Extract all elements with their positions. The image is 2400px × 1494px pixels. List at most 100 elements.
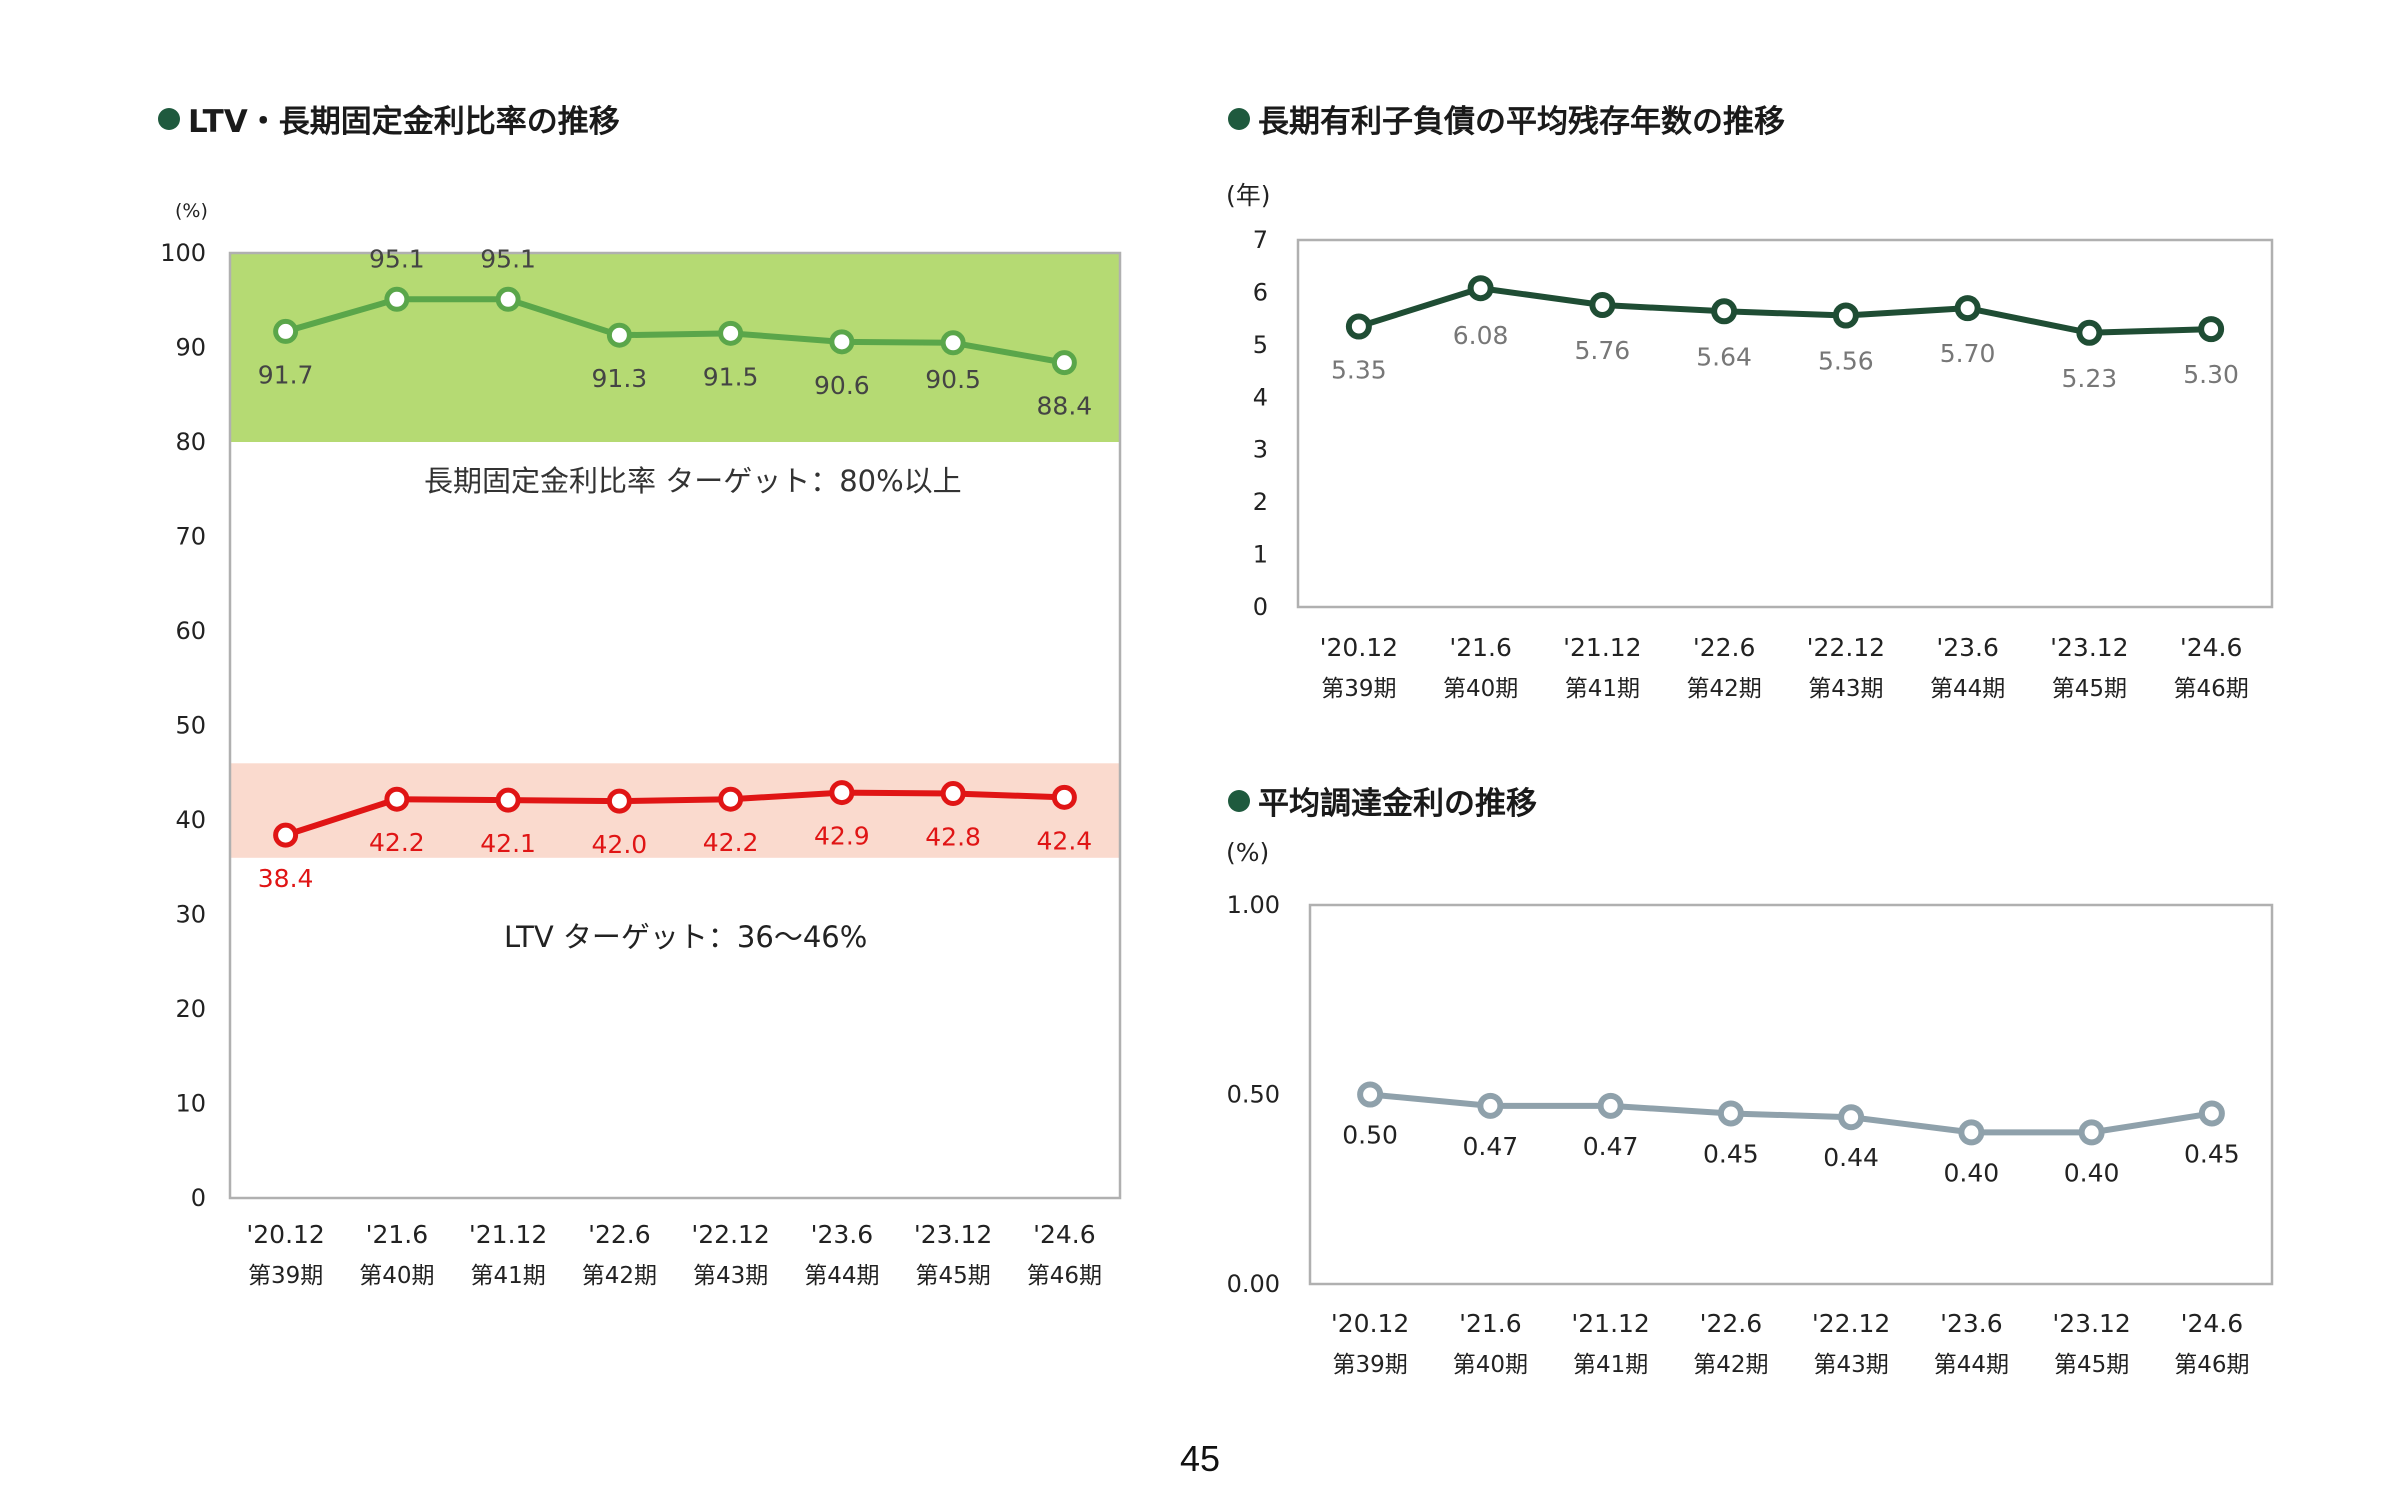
y-tick-label: 5 <box>1253 331 1268 359</box>
data-label: 91.5 <box>703 362 759 391</box>
y-tick-label: 20 <box>175 995 206 1023</box>
data-point <box>495 286 521 312</box>
y-tick-label: 50 <box>175 712 206 740</box>
x-tick-label: '22.12 <box>691 1220 769 1249</box>
data-label: 5.56 <box>1818 346 1874 375</box>
x-tick-label: '24.6 <box>2180 633 2243 662</box>
x-period-label: 第45期 <box>915 1263 990 1289</box>
x-tick-label: '24.6 <box>2181 1309 2244 1338</box>
y-tick-label: 90 <box>175 334 206 362</box>
data-point <box>1051 784 1077 810</box>
y-tick-label: 7 <box>1253 226 1268 254</box>
data-point <box>2198 1100 2225 1127</box>
x-period-label: 第39期 <box>248 1263 323 1289</box>
data-label: 5.76 <box>1575 336 1631 365</box>
data-label: 0.45 <box>2184 1139 2240 1168</box>
x-tick-label: '21.6 <box>366 1220 429 1249</box>
y-tick-label: 60 <box>175 617 206 645</box>
data-point <box>606 322 632 348</box>
data-point <box>829 780 855 806</box>
data-point <box>273 822 299 848</box>
series-line <box>284 296 1065 366</box>
series-line <box>284 789 1065 838</box>
data-label: 42.0 <box>592 830 648 859</box>
x-tick-label: '20.12 <box>1320 633 1398 662</box>
data-label: 5.35 <box>1331 356 1387 385</box>
data-point <box>1717 1100 1744 1127</box>
y-tick-label: 6 <box>1253 278 1268 306</box>
y-tick-label: 10 <box>175 1090 206 1118</box>
data-point <box>606 788 632 814</box>
series-line <box>1369 1091 2213 1136</box>
y-tick-label: 70 <box>175 523 206 551</box>
y-tick-label: 80 <box>175 428 206 456</box>
x-period-label: 第43期 <box>693 1263 768 1289</box>
data-point <box>1958 1119 1985 1146</box>
x-tick-label: '22.12 <box>1812 1309 1890 1338</box>
data-point <box>1477 1092 1504 1119</box>
data-point <box>1357 1081 1384 1108</box>
data-label: 42.1 <box>480 829 536 858</box>
data-point <box>1597 1092 1624 1119</box>
remaining-unit-label: (年) <box>1226 181 1271 210</box>
data-label: 95.1 <box>369 244 425 273</box>
data-point <box>1711 298 1738 325</box>
plot-frame <box>1308 903 2274 1286</box>
data-label: 0.47 <box>1583 1132 1639 1161</box>
y-tick-label: 4 <box>1253 383 1268 411</box>
data-label: 42.8 <box>925 823 981 852</box>
x-period-label: 第43期 <box>1808 676 1883 702</box>
data-point <box>829 329 855 355</box>
x-period-label: 第44期 <box>1930 676 2005 702</box>
data-label: 90.5 <box>925 365 981 394</box>
ltv-chart-title-text: LTV・長期固定金利比率の推移 <box>188 104 620 140</box>
y-tick-label: 2 <box>1253 488 1268 516</box>
data-label: 91.3 <box>592 364 648 393</box>
y-tick-label: 1 <box>1253 541 1268 569</box>
ltv-target-caption: LTV ターゲット：36～46% <box>504 920 868 954</box>
y-tick-label: 0.50 <box>1227 1081 1280 1109</box>
data-label: 42.9 <box>814 822 870 851</box>
data-label: 6.08 <box>1453 321 1509 350</box>
y-tick-label: 1.00 <box>1227 891 1280 919</box>
data-label: 42.2 <box>369 828 425 857</box>
x-period-label: 第39期 <box>1332 1352 1407 1378</box>
bullet-icon <box>1228 107 1250 130</box>
rate-unit-label: (%) <box>1226 838 1270 867</box>
bullet-icon <box>1228 789 1250 812</box>
data-label: 0.50 <box>1342 1121 1398 1150</box>
data-point <box>1051 350 1077 376</box>
data-point <box>1589 292 1616 319</box>
x-period-label: 第43期 <box>1813 1352 1888 1378</box>
data-label: 42.4 <box>1037 826 1093 855</box>
data-label: 91.7 <box>258 360 314 389</box>
data-point <box>940 330 966 356</box>
data-label: 5.23 <box>2062 364 2118 393</box>
data-label: 0.40 <box>1944 1158 2000 1187</box>
bullet-icon <box>158 107 180 130</box>
target-band-1 <box>230 763 1120 858</box>
data-point <box>384 786 410 812</box>
x-tick-label: '23.12 <box>914 1220 992 1249</box>
data-label: 88.4 <box>1037 392 1093 421</box>
data-label: 38.4 <box>258 864 314 893</box>
x-period-label: 第44期 <box>804 1263 879 1289</box>
data-point <box>1467 275 1494 302</box>
data-point <box>1832 302 1859 329</box>
y-tick-label: 3 <box>1253 436 1268 464</box>
x-tick-label: '24.6 <box>1033 1220 1096 1249</box>
x-period-label: 第41期 <box>470 1263 545 1289</box>
remaining-chart-title-text: 長期有利子負債の平均残存年数の推移 <box>1258 104 1785 140</box>
data-point <box>495 787 521 813</box>
x-tick-label: '22.6 <box>1693 633 1756 662</box>
x-period-label: 第44期 <box>1934 1352 2009 1378</box>
x-tick-label: '23.12 <box>2050 633 2128 662</box>
data-label: 95.1 <box>480 244 536 273</box>
x-period-label: 第42期 <box>1686 676 1761 702</box>
page-number: 45 <box>1179 1438 1221 1479</box>
x-tick-label: '23.12 <box>2052 1309 2130 1338</box>
x-tick-label: '20.12 <box>246 1220 324 1249</box>
x-tick-label: '22.12 <box>1807 633 1885 662</box>
ltv-unit-label: (%) <box>175 200 208 222</box>
